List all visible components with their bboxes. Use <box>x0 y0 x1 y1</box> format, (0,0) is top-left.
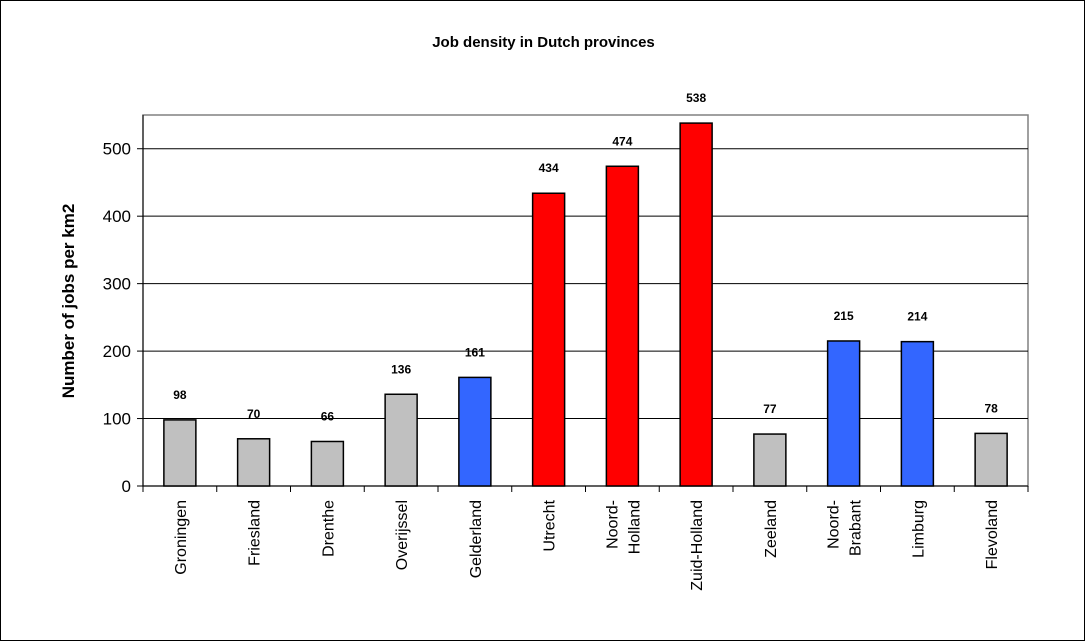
bar <box>458 376 492 487</box>
data-labels: 98 70 66 136 161 434 474 538 77 215 214 78 <box>173 91 998 423</box>
y-tick-label: 200 <box>103 342 131 361</box>
bar <box>531 192 566 487</box>
bar <box>974 432 1008 487</box>
plot-area <box>142 114 1029 487</box>
data-label: 161 <box>465 345 485 359</box>
bar <box>163 419 197 487</box>
category-label: Limburg <box>910 500 927 558</box>
bar <box>826 340 861 487</box>
category-label: Noord- <box>604 500 621 549</box>
x-axis-labels: Groningen Friesland Drenthe Overijssel Gelde… <box>173 499 1001 590</box>
y-axis-title: Number of jobs per km2 <box>59 204 78 399</box>
chart-title: Job density in Dutch provinces <box>432 34 655 51</box>
category-label: Friesland <box>247 500 264 566</box>
bar <box>900 340 935 487</box>
bar <box>236 438 271 487</box>
category-label: Noord- <box>826 500 843 549</box>
data-label: 538 <box>686 91 706 105</box>
y-axis-ticks: 0 100 200 300 400 500 <box>103 140 143 496</box>
y-tick-label: 300 <box>103 275 131 294</box>
bar <box>384 393 418 487</box>
category-label: Zuid-Holland <box>689 500 706 591</box>
y-tick-label: 0 <box>122 477 131 496</box>
bar <box>310 440 345 487</box>
category-label: Utrecht <box>542 499 559 551</box>
category-label: Brabant <box>848 499 865 556</box>
y-tick-label: 500 <box>103 140 131 159</box>
bar <box>679 122 713 487</box>
bar <box>753 433 787 487</box>
bar <box>605 165 640 487</box>
axes <box>142 115 1029 492</box>
plot-background <box>142 114 1029 487</box>
y-tick-label: 100 <box>103 410 131 429</box>
bars <box>163 122 1008 487</box>
data-label: 77 <box>763 402 777 416</box>
data-label: 78 <box>984 401 998 415</box>
category-label: Gelderland <box>468 500 485 578</box>
data-label: 66 <box>321 409 335 423</box>
data-label: 136 <box>391 362 411 376</box>
data-label: 434 <box>539 161 559 175</box>
category-label: Groningen <box>173 500 190 575</box>
data-label: 98 <box>173 388 187 402</box>
category-label: Flevoland <box>984 500 1001 569</box>
category-label: Overijssel <box>394 500 411 570</box>
category-label: Drenthe <box>320 500 337 557</box>
data-label: 214 <box>907 310 927 324</box>
gridlines <box>143 148 1028 420</box>
category-label: Zeeland <box>763 500 780 558</box>
data-label: 215 <box>834 309 854 323</box>
data-label: 70 <box>247 407 261 421</box>
y-tick-label: 400 <box>103 207 131 226</box>
category-label: Holland <box>626 500 643 554</box>
data-label: 474 <box>612 134 632 148</box>
